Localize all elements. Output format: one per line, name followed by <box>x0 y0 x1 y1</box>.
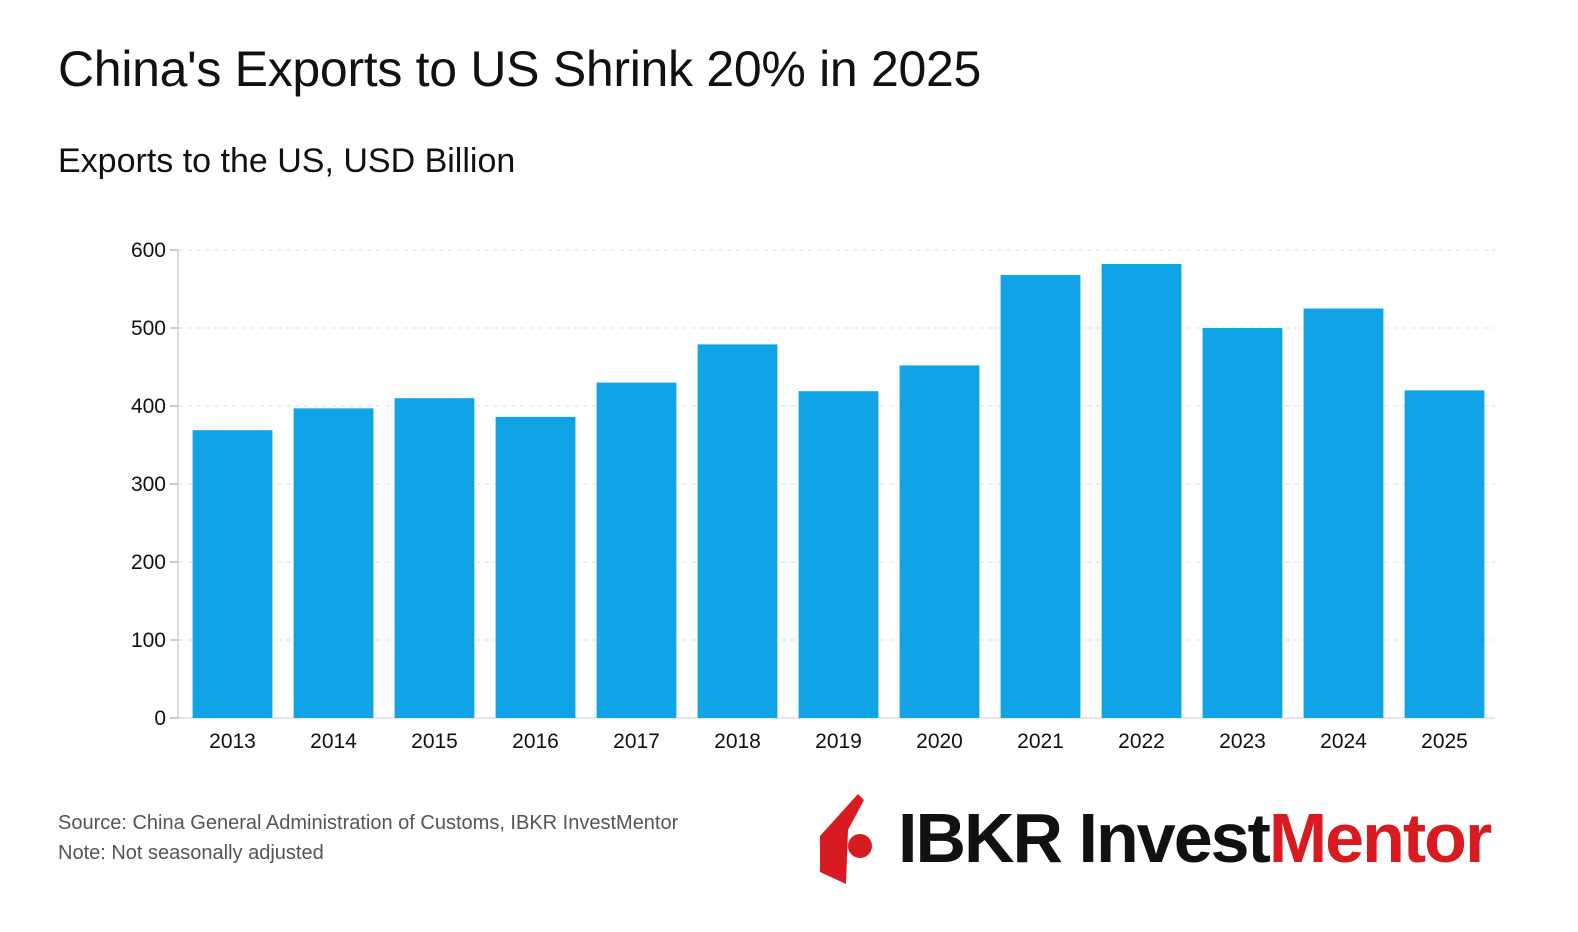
y-tick-label: 500 <box>131 317 166 340</box>
x-tick-label: 2013 <box>209 730 256 753</box>
bar-2015 <box>394 398 475 718</box>
x-tick-label: 2025 <box>1421 730 1468 753</box>
y-tick-label: 600 <box>131 239 166 262</box>
x-tick-label: 2016 <box>512 730 559 753</box>
x-tick-label: 2019 <box>815 730 862 753</box>
x-tick-label: 2024 <box>1320 730 1367 753</box>
chart-title: China's Exports to US Shrink 20% in 2025 <box>58 41 982 97</box>
bar-2018 <box>697 344 778 718</box>
x-tick-label: 2014 <box>310 730 357 753</box>
bar-2025 <box>1404 390 1485 718</box>
bar-2022 <box>1101 264 1182 718</box>
ibkr-sail-icon <box>820 794 872 884</box>
bar-2013 <box>192 430 273 718</box>
y-tick-label: 200 <box>131 551 166 574</box>
bar-2023 <box>1202 328 1283 718</box>
chart-subtitle: Exports to the US, USD Billion <box>58 142 516 180</box>
x-tick-label: 2020 <box>916 730 963 753</box>
tick-labels: 0 100 200 300 400 500 600 2013 2014 2015 2016 2017 2… <box>131 239 1468 753</box>
bar-2017 <box>596 382 677 718</box>
x-tick-label: 2017 <box>613 730 660 753</box>
footer: Source: China General Administration of … <box>58 808 678 868</box>
x-tick-label: 2022 <box>1118 730 1165 753</box>
brand-logo: IBKR InvestMentor <box>820 790 1500 884</box>
bar-2019 <box>798 391 879 718</box>
y-tick-label: 300 <box>131 473 166 496</box>
source-note: Source: China General Administration of … <box>58 812 679 834</box>
x-tick-label: 2018 <box>714 730 761 753</box>
bar-2016 <box>495 416 576 718</box>
adjustment-note: Note: Not seasonally adjusted <box>58 842 324 864</box>
bar-chart: 0 100 200 300 400 500 600 2013 2014 2015 2016 2017 2… <box>131 239 1495 753</box>
bar-2021 <box>1000 274 1081 718</box>
y-tick-label: 0 <box>154 707 166 730</box>
logo-wordmark-primary: IBKR Invest <box>898 799 1271 877</box>
logo-wordmark: IBKR InvestMentor <box>898 798 1492 878</box>
bars <box>192 264 1485 718</box>
y-tick-label: 100 <box>131 629 166 652</box>
bar-2020 <box>899 365 980 718</box>
bar-2014 <box>293 408 374 718</box>
y-tick-label: 400 <box>131 395 166 418</box>
logo-wordmark-accent: Mentor <box>1268 799 1492 877</box>
x-tick-label: 2023 <box>1219 730 1266 753</box>
bar-2024 <box>1303 308 1384 718</box>
x-tick-label: 2021 <box>1017 730 1064 753</box>
x-tick-label: 2015 <box>411 730 458 753</box>
